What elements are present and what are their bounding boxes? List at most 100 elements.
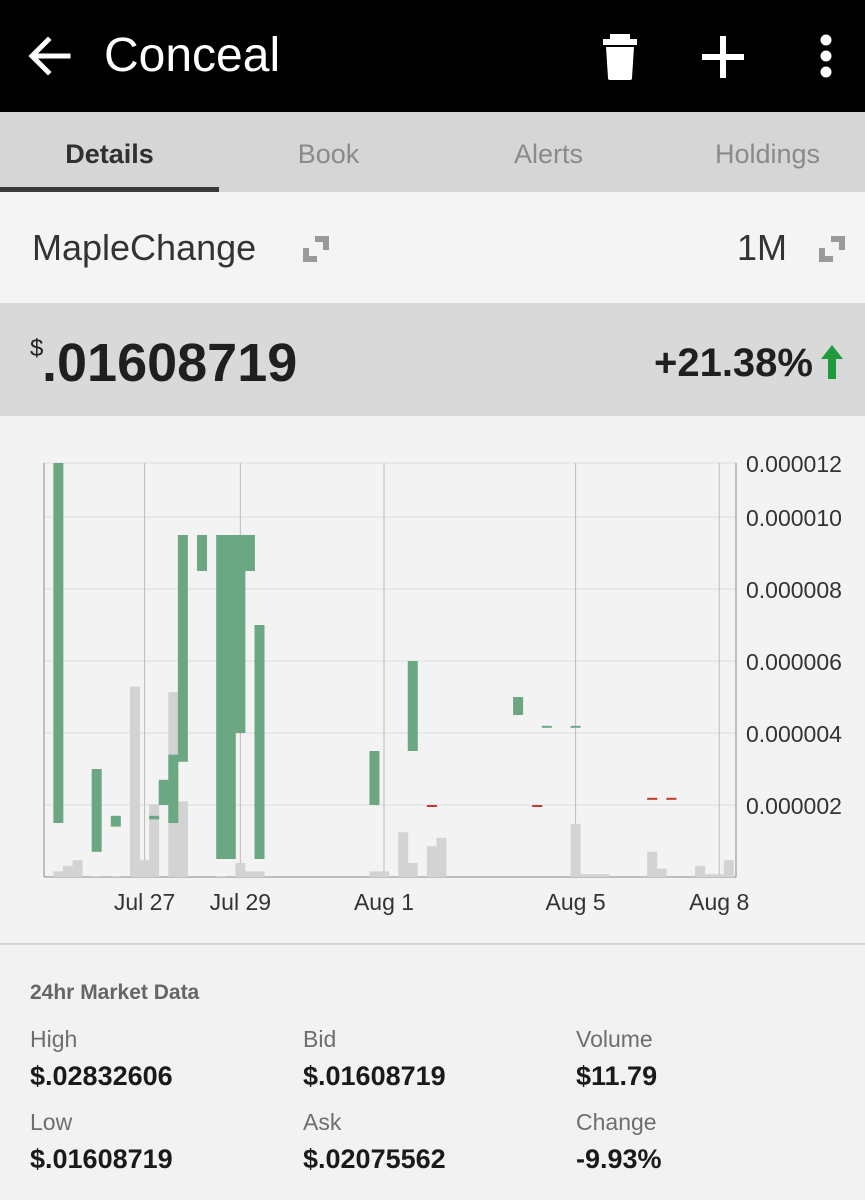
tab-alerts[interactable]: Alerts [513,139,584,169]
market-high: High $.02832606 [30,1025,173,1093]
market-low: Low $.01608719 [30,1108,173,1176]
volume-bar [656,868,667,877]
candle [532,805,543,807]
market-change: Change -9.93% [576,1108,662,1176]
volume-bar [599,874,610,877]
expand-icon[interactable] [817,234,847,264]
volume-bar [53,871,64,877]
market-value: $.02075562 [303,1144,446,1174]
y-tick-label: 0.000010 [746,505,842,531]
x-tick-label: Aug 1 [354,889,414,915]
volume-bar [244,871,255,877]
market-value: $.01608719 [303,1061,446,1091]
x-tick-label: Jul 27 [114,889,175,915]
candle [254,625,265,859]
candle [235,535,246,733]
volume-bar [570,823,581,877]
volume-bar [62,865,73,877]
volume-bar [714,874,725,877]
y-tick-label: 0.000012 [746,451,842,477]
current-price: .01608719 [42,333,298,393]
candle [541,725,552,728]
market-ask: Ask $.02075562 [303,1108,446,1176]
volume-bar [723,860,734,877]
volume-bar [129,686,140,877]
volume-bar [695,865,706,877]
volume-bar [235,863,246,877]
market-label: Volume [576,1026,653,1052]
volume-bar [177,801,188,877]
market-label: Low [30,1109,73,1135]
y-tick-label: 0.000008 [746,577,842,603]
y-tick-label: 0.000002 [746,793,842,819]
tab-details[interactable]: Details [65,139,154,169]
exchange-selector[interactable]: MapleChange [32,227,257,268]
candle [666,797,677,800]
volume-bar [647,851,658,877]
chart-svg: 0.000012 0.000010 0.000008 0.000006 0.000004… [43,451,842,915]
market-label: Bid [303,1026,337,1052]
candle [513,697,524,715]
volume-bar [149,804,160,877]
volume-bar [589,874,600,877]
volume-bar [254,871,265,877]
volume-bar [139,860,150,877]
candle [149,815,160,820]
tab-book[interactable]: Book [297,139,360,169]
volume-bar [436,837,447,877]
y-tick-label: 0.000006 [746,649,842,675]
candle [407,661,418,751]
candle [369,751,380,805]
candle [168,754,179,823]
market-label: Ask [303,1109,342,1135]
page-title: Conceal [104,29,281,82]
divider [0,943,865,945]
y-tick-label: 0.000004 [746,721,842,747]
candle [244,535,255,571]
market-data-title: 24hr Market Data [30,981,200,1004]
arrow-left-icon[interactable] [24,30,76,82]
expand-icon[interactable] [301,234,331,264]
candle [216,535,227,859]
market-label: High [30,1026,78,1052]
volume-bar [216,876,227,877]
volume-bar [704,874,715,877]
candle [647,797,658,800]
price-chart[interactable]: 0.000012 0.000010 0.000008 0.000006 0.000004… [0,416,865,944]
volume-bar [91,876,102,877]
selector-row: MapleChange 1M [0,192,865,303]
more-vert-icon[interactable] [806,30,846,82]
tab-holdings[interactable]: Holdings [714,139,821,169]
range-selector[interactable]: 1M [736,227,787,268]
market-value: $.01608719 [30,1144,173,1174]
candle [53,463,64,823]
x-tick-label: Aug 5 [546,889,606,915]
volume-bar [580,874,591,877]
price-change: +21.38% [653,341,813,385]
volume-bar [398,832,409,877]
x-tick-label: Jul 29 [210,889,271,915]
arrow-up-icon [821,345,843,379]
candle [177,535,188,762]
market-value: $.02832606 [30,1061,173,1091]
market-data-panel: 24hr Market Data High $.02832606 Bid $.0… [0,945,865,1200]
volume-bar [72,860,83,877]
app-bar: Conceal [0,0,865,112]
candle [225,535,236,859]
currency-symbol: $ [30,335,44,362]
candle [197,535,208,571]
candle [110,815,121,827]
market-label: Change [576,1109,657,1135]
market-value: $11.79 [576,1061,658,1091]
trash-icon[interactable] [596,30,644,82]
plus-icon[interactable] [698,32,748,82]
market-bid: Bid $.01608719 [303,1025,446,1093]
x-tick-label: Aug 8 [689,889,749,915]
candle [570,725,581,728]
candle [426,805,437,807]
volume-bar [379,871,390,877]
price-bar: $ .01608719 +21.38% [0,303,865,416]
candle [158,779,169,805]
market-volume: Volume $11.79 [576,1025,657,1093]
